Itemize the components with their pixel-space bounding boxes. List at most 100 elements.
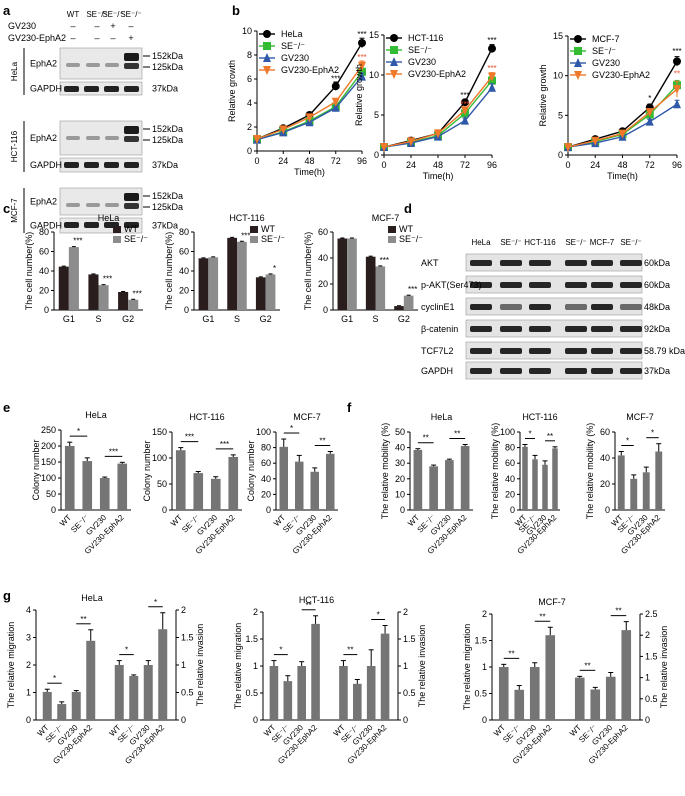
g2-right-y-axis: 0 0.5 1 1.5 2 The relative invasion bbox=[397, 607, 427, 725]
blot-band bbox=[470, 348, 492, 354]
b2-legend-label: HCT-116 bbox=[408, 33, 443, 43]
panel-letter-d: d bbox=[404, 201, 412, 216]
blot-band bbox=[591, 282, 613, 288]
blot-band bbox=[500, 282, 522, 288]
blot-a-protein-label: EphA2 bbox=[30, 59, 57, 69]
b2-legend-marker bbox=[390, 57, 398, 66]
f1-y-tick-label: 20 bbox=[395, 474, 405, 484]
blot-band bbox=[591, 304, 613, 310]
blot-a-membrane bbox=[59, 187, 143, 216]
blot-a-treatment-mark: + bbox=[110, 21, 115, 31]
b3-point bbox=[673, 57, 681, 66]
g2-y-tick-label: 1 bbox=[253, 661, 258, 671]
blot-d-size-label: 58.79 kDa bbox=[644, 346, 685, 356]
b2-y-tick-label: 0 bbox=[374, 150, 379, 160]
blot-band bbox=[86, 203, 100, 207]
b1-x-tick-label: 96 bbox=[357, 156, 367, 166]
f2-bar bbox=[522, 446, 528, 510]
b1-y-axis-label: Relative growth bbox=[227, 60, 237, 122]
blot-a-membrane bbox=[59, 217, 143, 234]
e1-y-tick-label: 200 bbox=[41, 441, 56, 451]
f1-y-tick-label: 0 bbox=[400, 505, 405, 515]
g1-title: HeLa bbox=[81, 593, 103, 603]
blot-d-protein-label: cyclinE1 bbox=[421, 302, 455, 312]
blot-band bbox=[470, 282, 492, 288]
b1-y-tick-label: 8 bbox=[247, 50, 252, 60]
g1-right-y-axis: 0 0.5 1 1.5 2 The relative invasion bbox=[175, 605, 205, 725]
e2-y-tick-label: 100 bbox=[152, 453, 167, 463]
blot-a-treatment-mark: – bbox=[94, 21, 99, 31]
b3-legend-label: GV230 bbox=[592, 58, 620, 68]
blot-band bbox=[529, 282, 551, 288]
b2-y-axis: 0 5 10 15 Relative growth bbox=[354, 30, 385, 160]
g3-right-y-tick-label: 0.5 bbox=[645, 694, 658, 704]
g3-y-tick-label: 1 bbox=[482, 662, 487, 672]
e2-bar bbox=[228, 456, 239, 510]
g2-significance: * bbox=[377, 611, 380, 620]
c1-x-tick-label: G1 bbox=[63, 314, 75, 324]
c2-y-tick-label: 60 bbox=[179, 247, 189, 257]
f1-y-tick-label: 40 bbox=[395, 443, 405, 453]
g3-right-y-tick-label: 0 bbox=[645, 715, 650, 725]
blot-band bbox=[86, 136, 100, 140]
c3-legend-label: WT bbox=[399, 224, 413, 234]
blot-band bbox=[529, 304, 551, 310]
blot-band bbox=[105, 136, 119, 140]
blot-a-treatment-mark: – bbox=[94, 33, 99, 43]
blot-a-treatment-mark: – bbox=[70, 33, 75, 43]
b2-point bbox=[461, 115, 469, 125]
e2-y-tick-label: 50 bbox=[157, 479, 167, 489]
b3-legend-marker bbox=[574, 47, 582, 55]
blot-band bbox=[470, 326, 492, 332]
blot-a-column-label: SE⁻/⁻ bbox=[102, 10, 123, 19]
e2-bar bbox=[193, 473, 204, 510]
b1-y-tick-label: 6 bbox=[247, 74, 252, 84]
g1-y-axis-label: The relative migration bbox=[6, 622, 16, 709]
c3-significance: *** bbox=[380, 256, 389, 265]
b1-point bbox=[358, 39, 366, 47]
c3-y-axis: 0 20 40 60 The cell number(%) bbox=[303, 227, 334, 315]
b2-significance: *** bbox=[460, 91, 469, 100]
e2-y-tick-label: 150 bbox=[152, 427, 167, 437]
blot-band bbox=[565, 282, 587, 288]
blot-a-treatment-mark: + bbox=[128, 33, 133, 43]
g3-bar bbox=[529, 667, 540, 720]
c2-y-tick-label: 40 bbox=[179, 266, 189, 276]
b3-legend-label: GV230-EphA2 bbox=[592, 70, 650, 80]
c3-y-tick-label: 40 bbox=[318, 253, 328, 263]
g2-significance: ** bbox=[306, 601, 312, 610]
b3-y-tick-label: 10 bbox=[553, 71, 563, 81]
blot-band bbox=[500, 326, 522, 332]
c1-x-tick-label: G2 bbox=[122, 314, 134, 324]
c2-legend-swatch bbox=[250, 236, 258, 243]
blot-a-size-label: 125kDa bbox=[152, 62, 183, 72]
b1-significance: *** bbox=[357, 30, 366, 39]
c1-bar bbox=[68, 247, 79, 310]
g3-bar bbox=[514, 689, 525, 720]
blot-band bbox=[620, 260, 642, 266]
g1-right-y-tick-label: 0 bbox=[181, 715, 186, 725]
c2-x-tick-label: S bbox=[234, 314, 240, 324]
g2-y-tick-label: 0 bbox=[253, 715, 258, 725]
c3-bar bbox=[365, 256, 376, 310]
b3-y-tick-label: 5 bbox=[558, 110, 563, 120]
c2-y-tick-label: 0 bbox=[184, 305, 189, 315]
g3-y-tick-label: 0.5 bbox=[474, 689, 487, 699]
g1-right-y-tick-label: 0.5 bbox=[181, 688, 194, 698]
f2-bar bbox=[532, 459, 538, 510]
e3-y-tick-label: 60 bbox=[261, 458, 271, 468]
c1-significance: *** bbox=[103, 275, 112, 284]
b1-legend-label: GV230 bbox=[281, 53, 309, 63]
b3-y-tick-label: 15 bbox=[553, 31, 563, 41]
g1-bar bbox=[57, 704, 67, 720]
panel-letter-e: e bbox=[3, 400, 10, 415]
c3-x-tick-label: G2 bbox=[398, 314, 410, 324]
blot-band bbox=[64, 162, 79, 168]
b1-legend-marker bbox=[263, 53, 271, 62]
blot-band bbox=[84, 162, 99, 168]
blot-band bbox=[124, 53, 139, 61]
g1-y-tick-label: 4 bbox=[26, 605, 31, 615]
f1-y-axis-label: The relative mobility (%) bbox=[380, 423, 390, 520]
blot-d-protein-label: GAPDH bbox=[421, 366, 453, 376]
g3-bar bbox=[605, 676, 616, 720]
